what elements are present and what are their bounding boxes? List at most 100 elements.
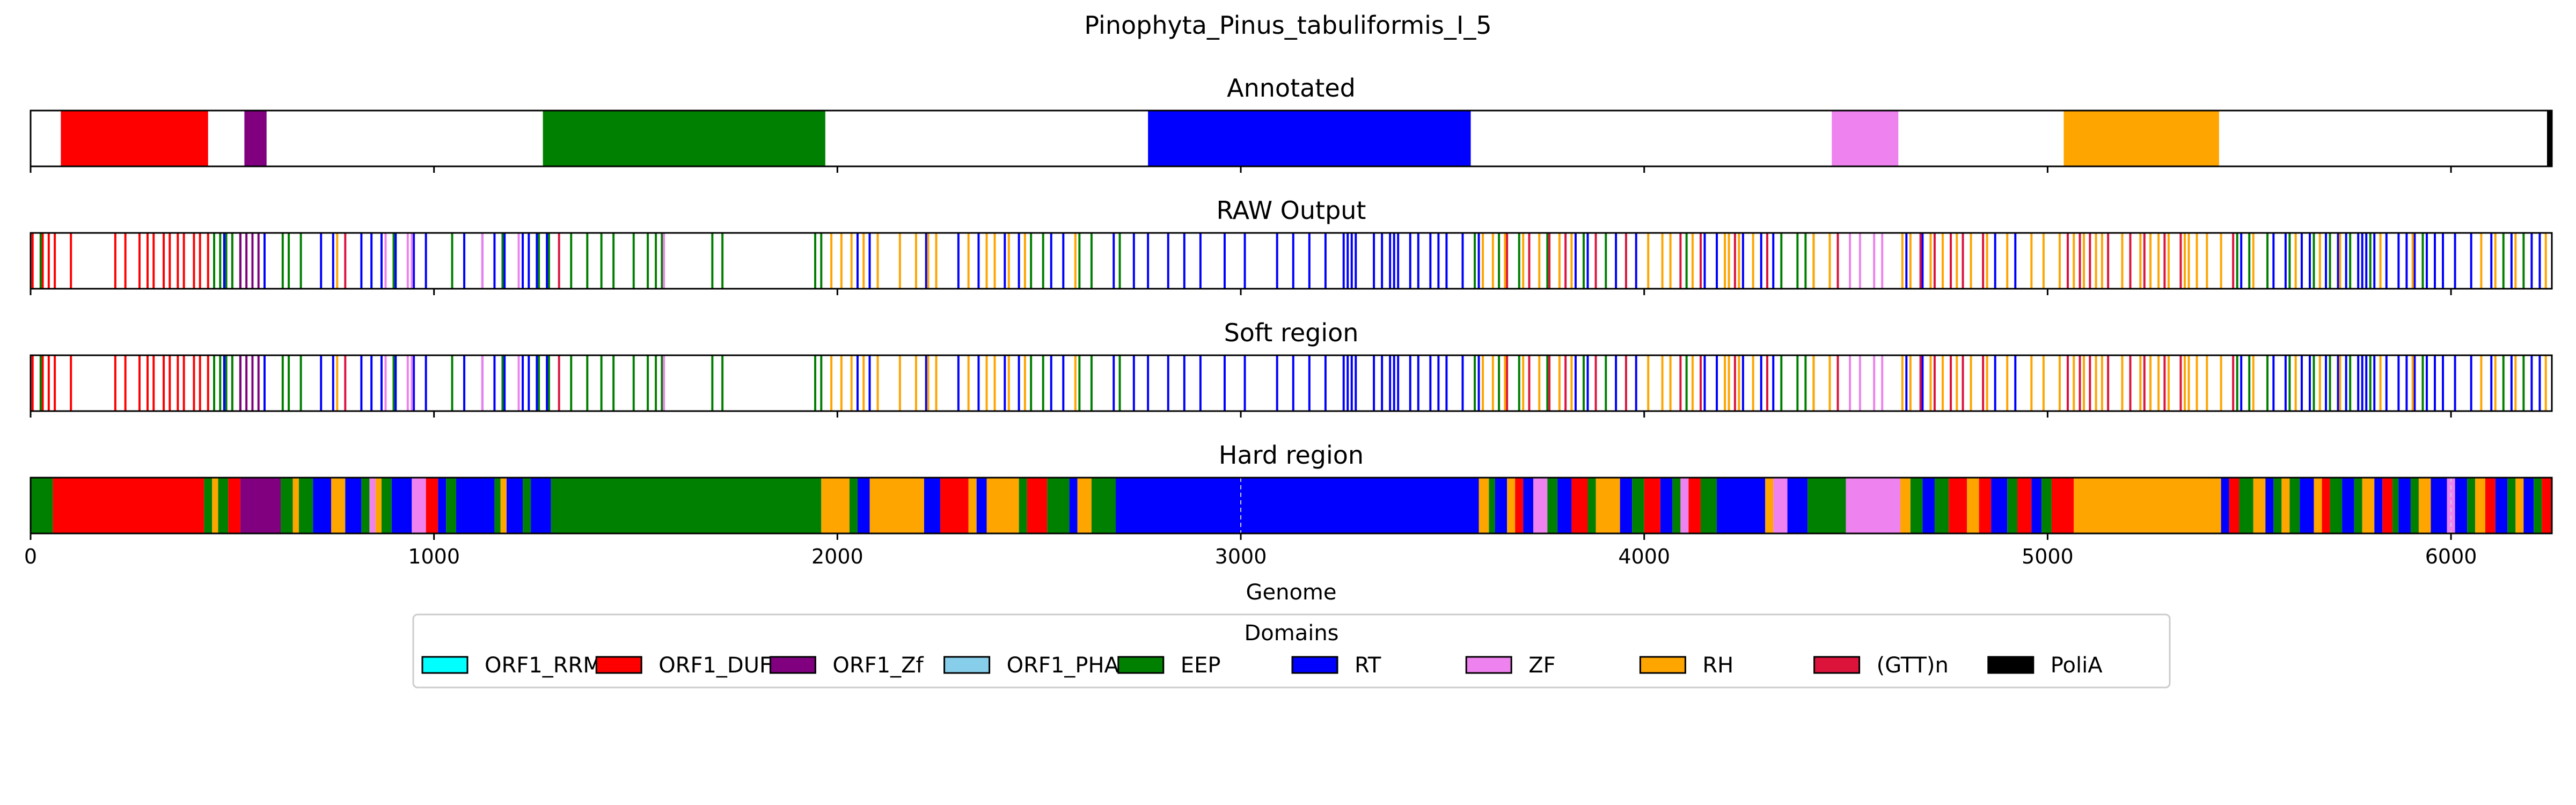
region-eep [551,478,822,533]
region-eep [1700,478,1717,533]
legend-box [412,613,2171,689]
region-rt [1717,478,1766,533]
region-orf1-duf [2051,478,2074,533]
region-rh [2253,478,2266,533]
region-polia [2546,111,2552,166]
region-rt [1495,478,1507,533]
region-rt [1557,478,1572,533]
region-orf1-duf [2322,478,2330,533]
panel-raw-output: RAW Output [30,196,2553,295]
region-orf1-zf [240,478,281,533]
legend-title: Domains [1244,621,1338,646]
panel-title: Annotated [1227,74,1356,103]
x-tick-label: 2000 [811,545,863,568]
region-rt [1991,478,2008,533]
legend-item-orf1-pha: ORF1_PHA [943,653,1119,678]
region-rt [313,478,332,533]
legend-item-orf1-rrm: ORF1_RRM [421,653,602,678]
legend-swatch [1639,656,1686,674]
region-eep [2289,478,2300,533]
region-rh [986,478,1019,533]
region-eep [2041,478,2052,533]
figure-title: Pinophyta_Pinus_tabuliformis_I_5 [1084,11,1491,40]
region-rt [2455,478,2468,533]
region-eep [494,478,501,533]
region-eep [1807,478,1846,533]
region-rh [869,478,924,533]
region-rt [1660,478,1673,533]
region-orf1-duf [1644,478,1660,533]
region-eep [523,478,531,533]
legend-swatch [421,656,469,674]
region-rh [1507,478,1516,533]
legend-label: ZF [1528,653,1555,678]
region-rh [2063,111,2219,166]
region-rt [924,478,941,533]
region-rt [1148,111,1471,166]
legend-swatch [1813,656,1861,674]
region-orf1-duf [1515,478,1524,533]
region-rh [2515,478,2524,533]
region-rt [438,478,447,533]
region-eep [281,478,293,533]
region-orf1-duf [1979,478,1992,533]
panel-title: Hard region [1219,441,1364,470]
region-rt [456,478,495,533]
region-rt [2374,478,2383,533]
region-orf1-duf [426,478,438,533]
region-rt [857,478,870,533]
region-zf [1773,478,1788,533]
region-eep [218,478,229,533]
region-rh [2362,478,2375,533]
legend-swatch [595,656,642,674]
legend-item-zf: ZF [1465,653,1556,678]
region-rh [1077,478,1092,533]
region-rh [2074,478,2221,533]
legend-item-polia: PoliA [1987,653,2103,678]
region-eep [849,478,858,533]
region-rt [976,478,987,533]
region-orf1-duf [2229,478,2240,533]
x-tick-label: 5000 [2022,545,2074,568]
region-rh [2418,478,2431,533]
region-rh [1479,478,1489,533]
legend-item-orf1-zf: ORF1_Zf [769,653,924,678]
panel-soft-region: Soft region [30,318,2553,418]
region-rh [331,478,346,533]
region-rt [1922,478,1935,533]
legend-label: RT [1355,653,1381,678]
region-rt [391,478,412,533]
region-rt [2523,478,2534,533]
region-orf1-duf [2542,478,2552,533]
region-orf1-duf [940,478,969,533]
panels: Annotated RAW Output Soft region Hard regio… [30,74,2553,540]
x-axis-label: Genome [1246,580,1336,605]
legend-item-rh: RH [1639,653,1733,678]
region-zf [1832,111,1899,166]
legend-swatch [769,656,816,674]
region-eep [1910,478,1923,533]
region-orf1-duf [228,478,240,533]
region-eep [1047,478,1070,533]
region-rh [375,478,382,533]
legend-label: ORF1_RRM [485,653,602,678]
region-eep [381,478,392,533]
region-rt [2031,478,2042,533]
region-eep [2330,478,2343,533]
region-orf1-duf [1027,478,1048,533]
region-eep [1019,478,1027,533]
panel-frame [30,232,2553,290]
region-orf1-duf [1688,478,1701,533]
region-eep [1489,478,1495,533]
panel-frame [30,477,2553,535]
x-tick-label: 1000 [408,545,460,568]
region-rt [2495,478,2508,533]
legend-swatch [1117,656,1165,674]
panel-frame [30,354,2553,412]
region-zf [412,478,426,533]
legend-item-gtt-n: (GTT)n [1813,653,1949,678]
region-rh [2475,478,2485,533]
region-eep [1632,478,1644,533]
region-rh [821,478,850,533]
region-rh [2281,478,2290,533]
